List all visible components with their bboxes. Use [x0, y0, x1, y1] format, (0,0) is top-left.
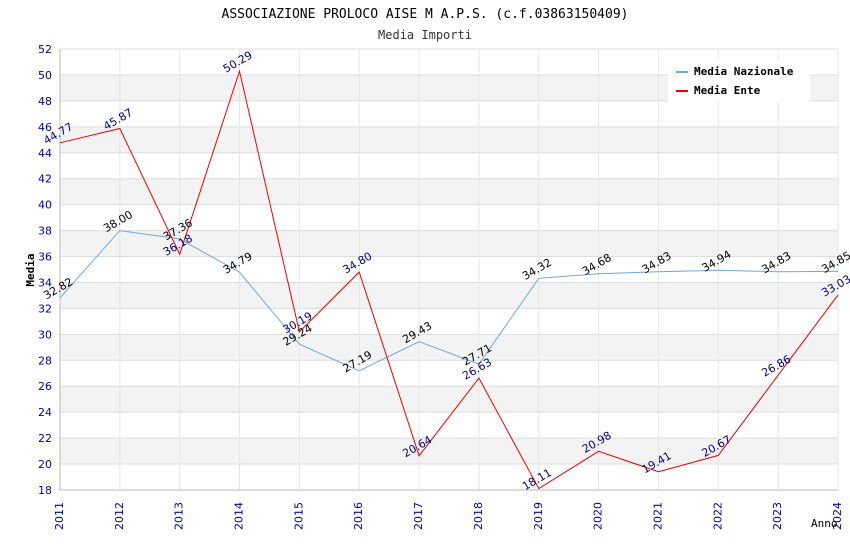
x-axis-label: Anno	[811, 517, 838, 530]
x-tick-label: 2021	[651, 502, 664, 530]
y-tick-label: 46	[38, 121, 52, 134]
y-tick-label: 28	[38, 354, 52, 367]
y-tick-label: 50	[38, 69, 52, 82]
data-label-media-ente: 50.29	[221, 49, 255, 76]
data-label-media-nazionale: 34.32	[520, 256, 554, 283]
grid-band	[60, 282, 838, 309]
grid-band	[60, 334, 838, 361]
y-tick-label: 34	[38, 276, 52, 289]
grid-band	[60, 230, 838, 257]
x-tick-label: 2023	[771, 502, 784, 530]
y-tick-label: 38	[38, 225, 52, 238]
x-tick-label: 2019	[532, 502, 545, 530]
y-tick-labels: 18 20 22 24 26 28 30 32 34 36 38 40 42 44 46 48 50 52	[38, 43, 52, 497]
grid-band	[60, 126, 838, 153]
grid-band	[60, 386, 838, 413]
y-tick-label: 30	[38, 328, 52, 341]
y-tick-label: 36	[38, 251, 52, 264]
y-tick-label: 26	[38, 380, 52, 393]
series-line-media-nazionale	[59, 230, 839, 372]
y-tick-label: 52	[38, 43, 52, 56]
series-line-media-ente	[59, 69, 839, 490]
y-tick-label: 22	[38, 432, 52, 445]
legend-background	[668, 60, 810, 102]
chart-subtitle: Media Importi	[378, 28, 472, 42]
y-tick-label: 20	[38, 458, 52, 471]
grid-band	[60, 438, 838, 465]
grid-band	[60, 178, 838, 205]
y-tick-label: 40	[38, 199, 52, 212]
y-tick-label: 42	[38, 173, 52, 186]
x-tick-label: 2018	[472, 502, 485, 530]
chart-title: ASSOCIAZIONE PROLOCO AISE M A.P.S. (c.f.…	[222, 7, 629, 22]
legend-label-media-nazionale: Media Nazionale	[694, 65, 794, 78]
y-tick-label: 18	[38, 484, 52, 497]
y-tick-label: 44	[38, 147, 52, 160]
data-label-media-ente: 18.11	[520, 466, 554, 493]
x-tick-label: 2016	[352, 502, 365, 530]
x-tick-label: 2024	[831, 502, 844, 530]
legend-label-media-ente: Media Ente	[694, 84, 761, 97]
x-tick-label: 2014	[233, 502, 246, 530]
legend: Media Nazionale Media Ente	[668, 60, 810, 102]
grid-lines	[59, 48, 839, 491]
y-tick-label: 24	[38, 406, 52, 419]
x-tick-label: 2017	[412, 502, 425, 530]
series-lines	[59, 69, 839, 490]
x-tick-label: 2013	[173, 502, 186, 530]
y-axis-label: Media	[24, 253, 37, 286]
axes	[59, 49, 838, 491]
x-tick-label: 2011	[53, 502, 66, 530]
x-tick-labels: 2011 2012 2013 2014 2015 2016 2017 2018 2019 2020…	[53, 502, 844, 530]
y-tick-label: 48	[38, 95, 52, 108]
x-tick-label: 2015	[292, 502, 305, 530]
x-tick-label: 2012	[113, 502, 126, 530]
y-tick-label: 32	[38, 302, 52, 315]
x-tick-label: 2022	[711, 502, 724, 530]
grid-bands	[60, 74, 838, 465]
x-tick-label: 2020	[592, 502, 605, 530]
